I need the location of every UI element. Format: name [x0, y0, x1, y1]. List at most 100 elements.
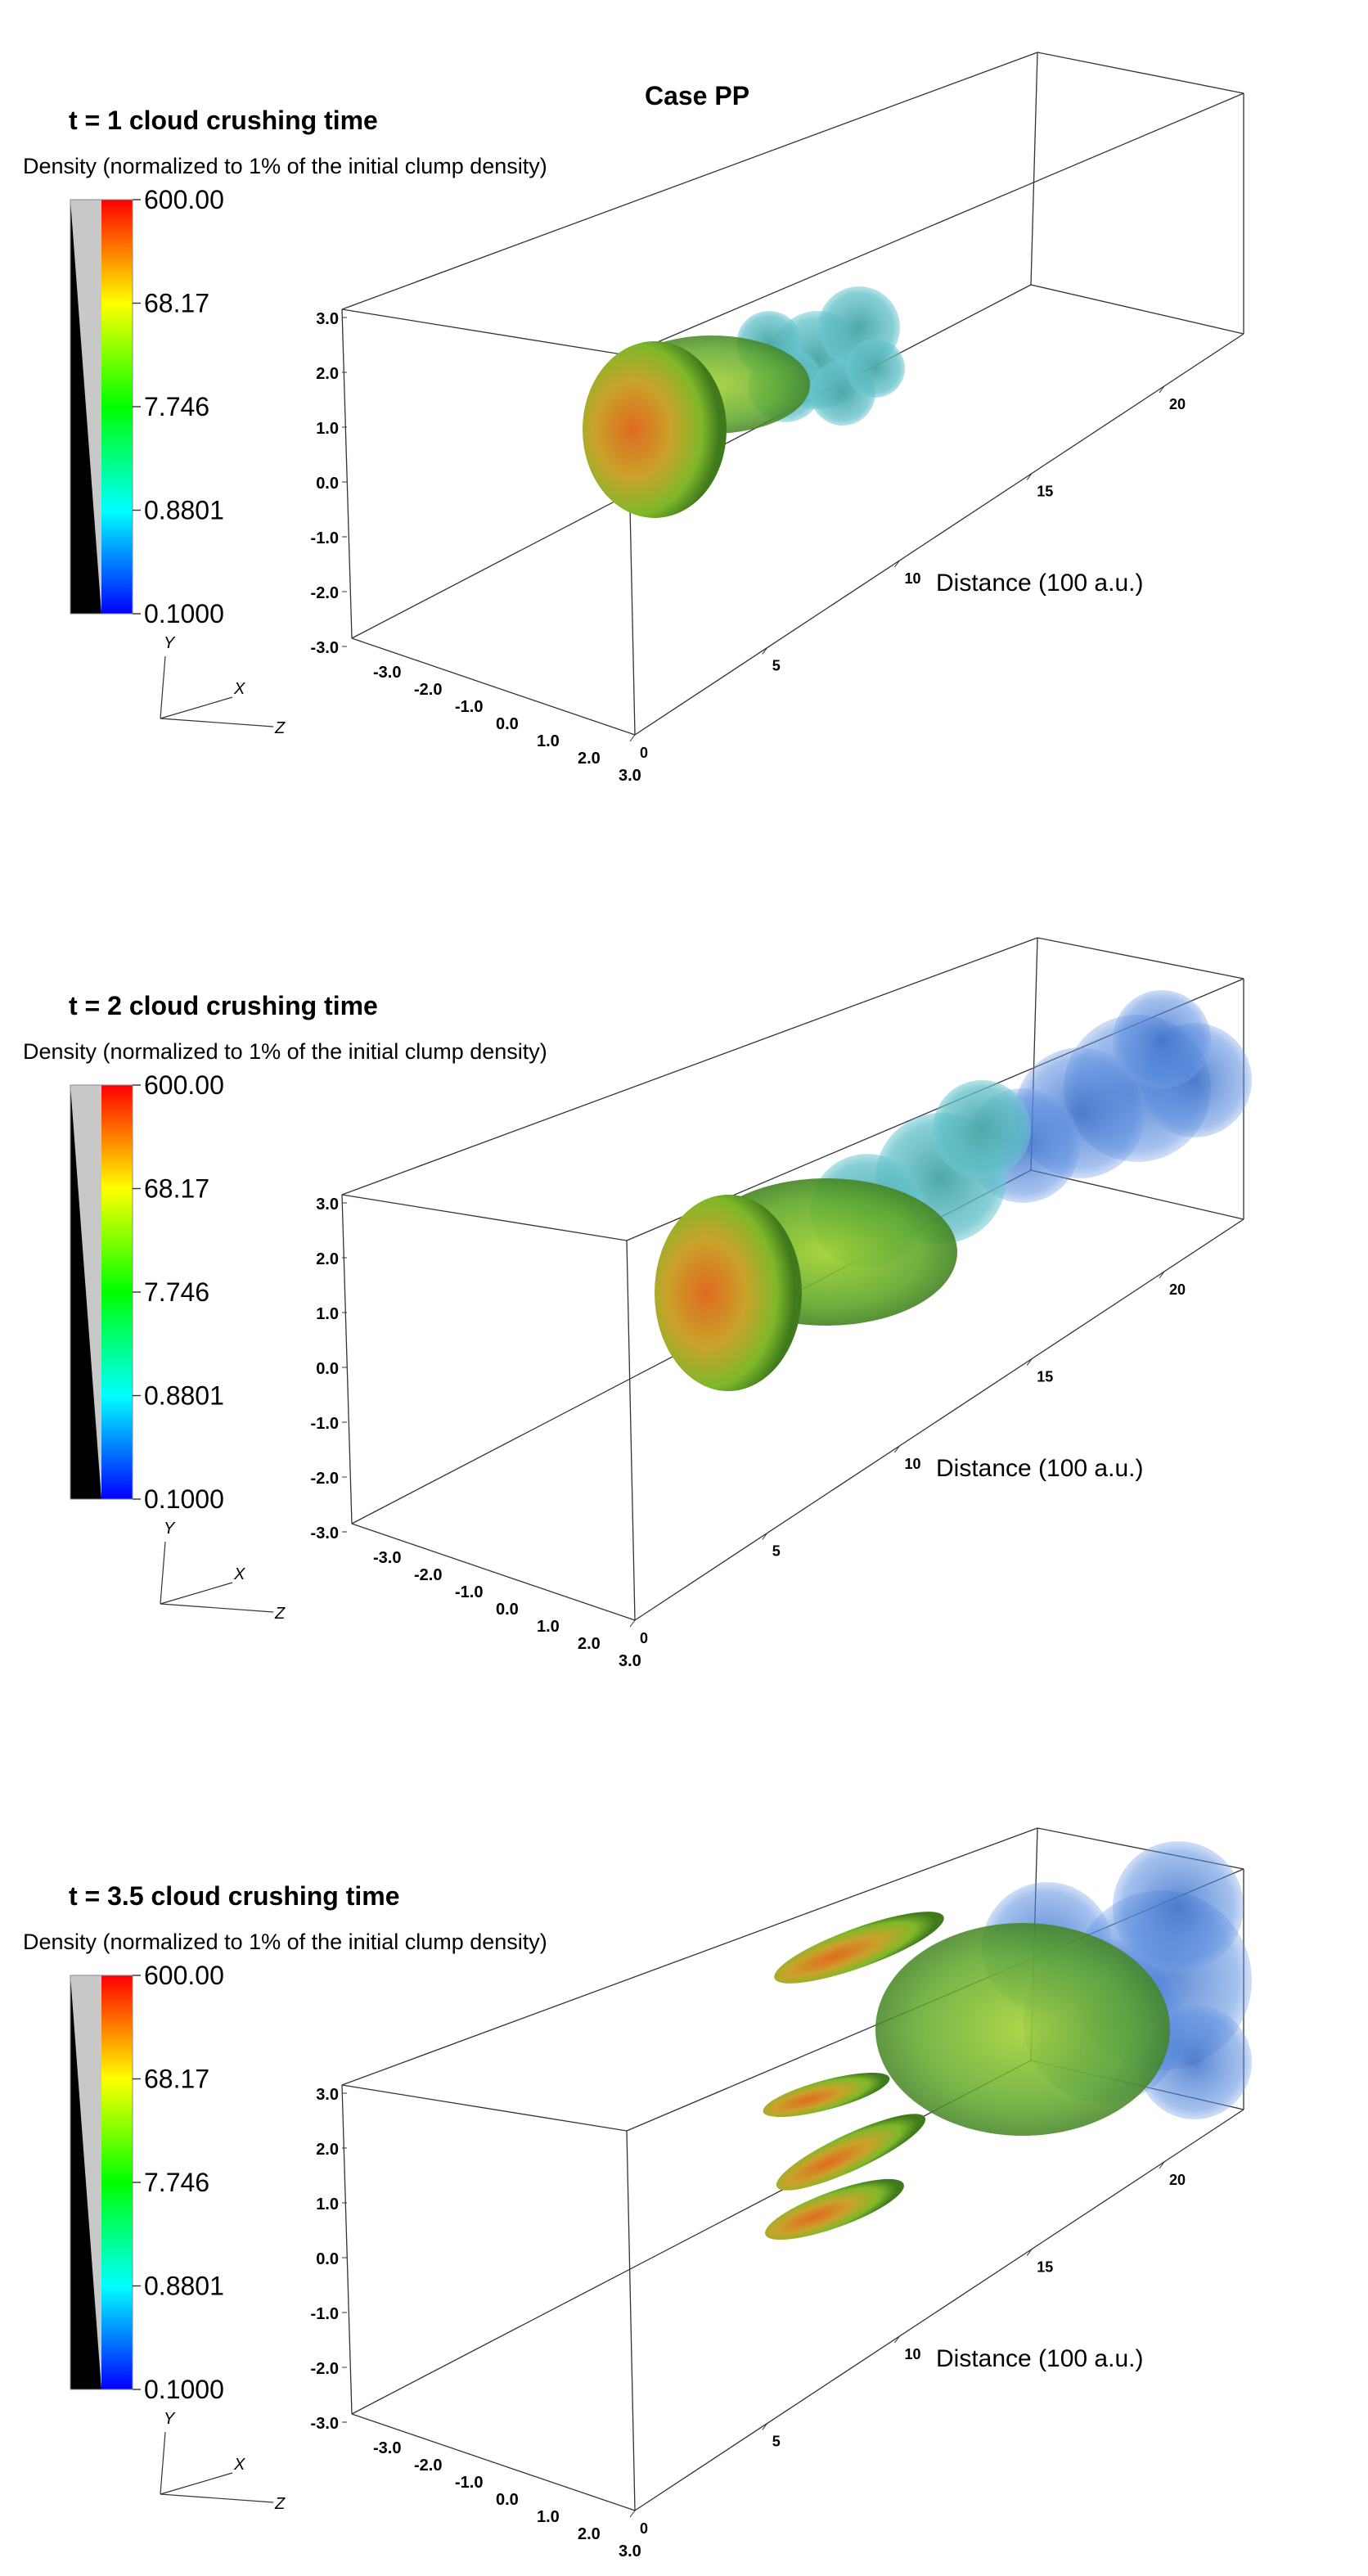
colorbar-ramp: [101, 1085, 133, 1499]
triad-x-axis: [160, 1582, 233, 1605]
z-tick-label: 0: [640, 2520, 648, 2537]
panel-3: t = 3.5 cloud crushing time Density (norm…: [23, 1827, 1252, 2560]
triad-y-axis: [160, 655, 166, 719]
x-tick-label: 0.0: [496, 2491, 519, 2509]
triad-z-axis: [160, 718, 274, 727]
colorbar-tick-label: 0.8801: [144, 496, 224, 525]
low-density-wisp: [1113, 1841, 1244, 1972]
colorbar-ramp: [101, 1975, 133, 2389]
y-tick-label: 2.0: [316, 365, 339, 383]
box-edge: [626, 2130, 636, 2511]
colorbar-tick-label: 7.746: [144, 1277, 209, 1307]
low-density-wisp: [1113, 990, 1211, 1088]
z-tick-label: 10: [904, 570, 920, 587]
z-tick: [1159, 385, 1165, 394]
triad-z-axis: [160, 2493, 274, 2503]
box-edge: [341, 308, 353, 639]
opacity-ramp: [70, 200, 101, 614]
box-edge: [351, 2060, 1032, 2415]
clump-finger: [776, 2114, 926, 2191]
colorbar-tick-label: 68.17: [144, 289, 209, 318]
colorbar-tick-label: 600.00: [144, 185, 224, 214]
clump-core: [655, 1195, 802, 1391]
density-plume: [763, 1841, 1252, 2240]
case-title: Case PP: [645, 81, 749, 110]
x-tick-label: 2.0: [578, 750, 601, 768]
y-tick-label: 3.0: [316, 310, 339, 328]
y-tick-label: -1.0: [311, 1415, 339, 1433]
colorbar-title: Density (normalized to 1% of the initial…: [23, 1039, 547, 1064]
z-tick-label: 20: [1169, 396, 1186, 412]
triad-x-label: X: [233, 2456, 245, 2474]
z-tick-label: 0: [640, 745, 648, 761]
z-tick: [762, 2423, 768, 2430]
x-tick-label: -1.0: [455, 2474, 483, 2492]
z-tick: [1026, 1358, 1033, 1366]
z-tick-label: 15: [1037, 2259, 1053, 2275]
z-tick: [1026, 473, 1033, 480]
mid-density-wisp: [933, 1080, 1031, 1178]
y-tick-label: 1.0: [316, 2195, 339, 2213]
triad-x-axis: [160, 2472, 233, 2495]
x-tick-label: 1.0: [537, 1618, 560, 1636]
z-tick: [1159, 2161, 1165, 2169]
box-edge: [341, 52, 1038, 310]
y-tick-label: -3.0: [311, 2415, 339, 2433]
box-edge: [1037, 52, 1244, 94]
panel-2: t = 2 cloud crushing time Density (normal…: [23, 937, 1252, 1670]
colorbar-tick-label: 0.1000: [144, 599, 224, 628]
z-tick: [629, 2510, 636, 2518]
opacity-ramp: [70, 1085, 101, 1499]
x-tick-label: 1.0: [537, 732, 560, 750]
z-tick-label: 15: [1037, 1368, 1053, 1385]
clump-core: [583, 341, 727, 518]
x-tick-label: -3.0: [373, 2439, 401, 2457]
x-tick-label: 3.0: [619, 2542, 641, 2560]
triad-z-label: Z: [274, 2495, 286, 2513]
triad-z-label: Z: [274, 1605, 286, 1623]
panels: t = 1 cloud crushing time Density (normal…: [23, 52, 1252, 2560]
y-tick-label: -2.0: [311, 2360, 339, 2378]
box-edge: [1030, 52, 1038, 286]
x-tick-label: -2.0: [414, 2457, 442, 2475]
y-tick-label: 3.0: [316, 2086, 339, 2104]
y-tick-label: 1.0: [316, 1305, 339, 1323]
clump-finger: [774, 1912, 944, 1984]
colorbar-tick-label: 68.17: [144, 2065, 209, 2094]
colorbar-tick-label: 600.00: [144, 1961, 224, 1990]
y-tick-label: 3.0: [316, 1196, 339, 1214]
z-tick-label: 0: [640, 1630, 648, 1646]
box-edge: [626, 1240, 636, 1621]
colorbar-tick-label: 68.17: [144, 1174, 209, 1204]
triad-y-axis: [160, 1541, 166, 1605]
box-edge: [1037, 937, 1244, 980]
z-tick-label: 20: [1169, 1281, 1186, 1298]
z-tick: [629, 1619, 636, 1628]
colorbar-tick-label: 0.8801: [144, 1381, 224, 1411]
panel-1: t = 1 cloud crushing time Density (normal…: [23, 52, 1244, 785]
colorbar-title: Density (normalized to 1% of the initial…: [23, 1930, 547, 1954]
x-tick-label: -2.0: [414, 681, 442, 699]
colorbar-tick-label: 0.1000: [144, 1484, 224, 1514]
box-edge: [341, 937, 1038, 1196]
triad-z-axis: [160, 1603, 274, 1613]
y-tick-label: 0.0: [316, 2250, 339, 2268]
low-density-wisp: [846, 339, 905, 398]
y-tick-label: -3.0: [311, 1524, 339, 1542]
colorbar-tick-label: 0.1000: [144, 2375, 224, 2404]
domain-box: [341, 52, 1244, 736]
z-tick: [894, 1445, 900, 1453]
z-tick: [629, 734, 636, 742]
x-tick-label: 0.0: [496, 715, 519, 733]
x-tick-label: -3.0: [373, 1549, 401, 1567]
y-tick-label: 2.0: [316, 1250, 339, 1268]
colorbar-tick-label: 7.746: [144, 2168, 209, 2197]
box-edge: [341, 2084, 353, 2415]
z-tick-label: 10: [904, 1456, 920, 1472]
box-edge: [351, 2413, 636, 2511]
panel-title: t = 2 cloud crushing time: [69, 991, 378, 1020]
panel-title: t = 3.5 cloud crushing time: [69, 1881, 400, 1911]
box-edge: [634, 333, 1244, 736]
colorbar-ramp: [101, 200, 133, 614]
x-tick-label: -3.0: [373, 664, 401, 682]
